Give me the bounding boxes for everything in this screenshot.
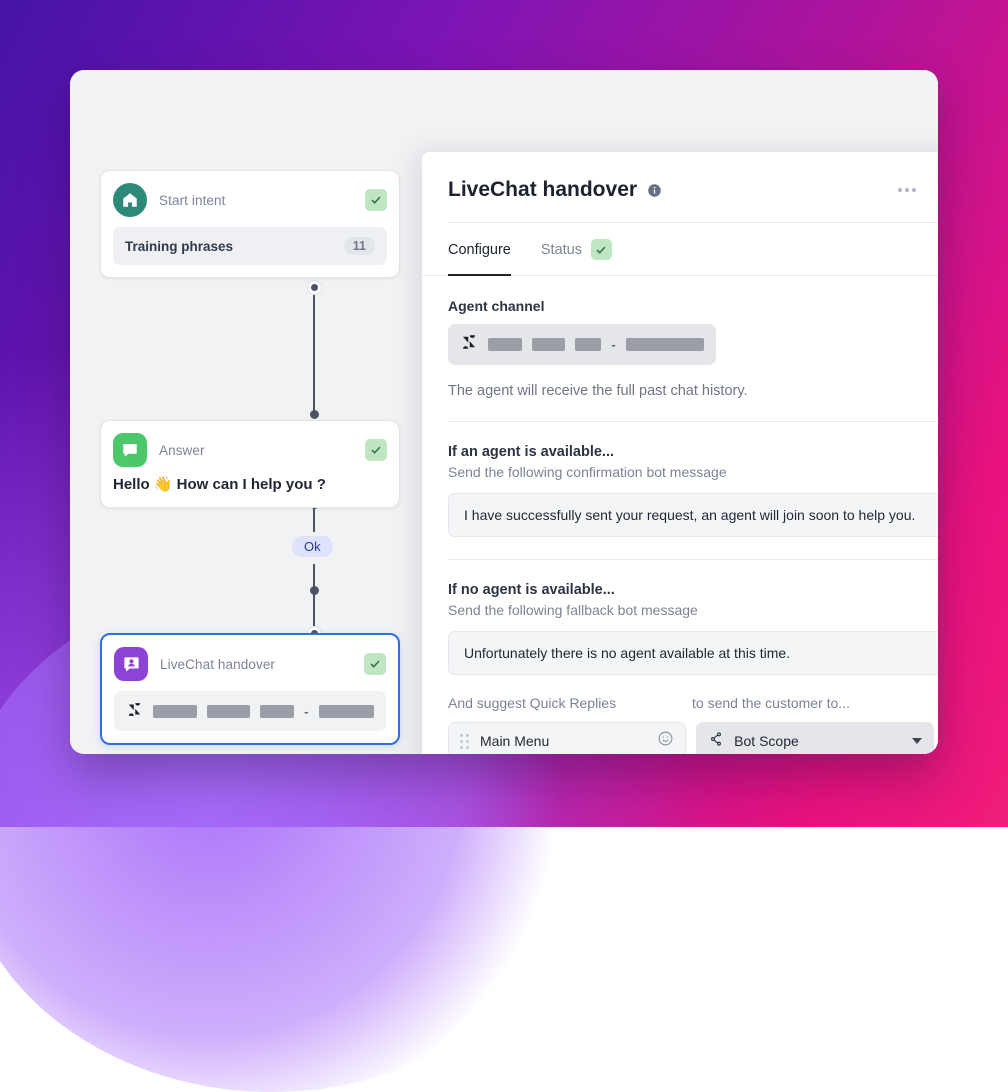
node-sub-label: Training phrases xyxy=(125,239,233,254)
no-agent-subtitle: Send the following fallback bot message xyxy=(448,602,938,618)
home-icon xyxy=(113,183,147,217)
agent-channel-label: Agent channel xyxy=(448,298,938,314)
edge-label-ok[interactable]: Ok xyxy=(292,536,333,557)
tab-configure[interactable]: Configure xyxy=(448,223,511,276)
tab-status-label: Status xyxy=(541,242,582,258)
fallback-message-input[interactable]: Unfortunately there is no agent availabl… xyxy=(448,631,938,675)
connector-dot-top-1 xyxy=(307,280,322,295)
redacted-bar xyxy=(532,338,565,351)
no-agent-title: If no agent is available... xyxy=(448,582,938,598)
status-badge xyxy=(364,653,386,675)
panel-body: Agent channel - The agent will receive t… xyxy=(422,276,938,754)
quick-reply-label-value: Main Menu xyxy=(480,733,646,749)
section-divider xyxy=(448,559,938,560)
redacted-bar xyxy=(626,338,704,351)
training-phrase-count: 11 xyxy=(344,237,375,255)
panel-tabs: Configure Status xyxy=(422,223,938,276)
more-options-icon[interactable] xyxy=(894,184,920,196)
configuration-panel: LiveChat handover Configure Status xyxy=(422,152,938,754)
node-header: Answer xyxy=(101,421,399,475)
quick-reply-target-value: Bot Scope xyxy=(734,733,902,749)
tab-status[interactable]: Status xyxy=(541,223,612,276)
panel-header: LiveChat handover xyxy=(422,152,938,202)
agent-available-subtitle: Send the following confirmation bot mess… xyxy=(448,464,938,480)
quick-replies-right-header: to send the customer to... xyxy=(692,695,850,711)
redacted-bar xyxy=(575,338,601,351)
emoji-picker-icon[interactable] xyxy=(657,730,674,752)
page-title: LiveChat handover xyxy=(448,178,637,202)
confirmation-message-input[interactable]: I have successfully sent your request, a… xyxy=(448,493,938,537)
redacted-bar xyxy=(207,705,250,718)
status-badge xyxy=(365,189,387,211)
quick-reply-label-input[interactable]: Main Menu xyxy=(448,722,686,754)
chevron-down-icon[interactable] xyxy=(912,738,922,744)
zendesk-icon xyxy=(126,701,143,721)
agent-channel-helper-text: The agent will receive the full past cha… xyxy=(448,383,938,399)
quick-reply-row: Main Menu Bot Scope xyxy=(448,722,938,754)
node-type-label: Start intent xyxy=(159,193,353,208)
node-training-phrases-row[interactable]: Training phrases 11 xyxy=(113,227,387,265)
channel-separator: - xyxy=(611,337,615,352)
drag-handle-icon[interactable] xyxy=(460,734,469,749)
redacted-bar xyxy=(319,705,375,718)
zendesk-icon xyxy=(460,333,478,356)
tab-status-badge xyxy=(591,239,612,260)
node-message-text: Hello 👋 How can I help you ? xyxy=(101,475,399,507)
bot-scope-icon xyxy=(708,731,724,752)
section-divider xyxy=(448,421,938,422)
agent-handover-icon xyxy=(114,647,148,681)
node-channel-row[interactable]: - xyxy=(114,691,386,731)
tab-configure-label: Configure xyxy=(448,242,511,258)
agent-available-title: If an agent is available... xyxy=(448,444,938,460)
node-header: Start intent xyxy=(101,171,399,225)
connector-line-3 xyxy=(313,594,315,630)
node-type-label: Answer xyxy=(159,443,353,458)
panel-header-actions xyxy=(894,179,938,201)
redacted-bar xyxy=(488,338,522,351)
chat-bubble-icon xyxy=(113,433,147,467)
channel-separator: - xyxy=(304,704,308,719)
node-type-label: LiveChat handover xyxy=(160,657,352,672)
quick-replies-headers: And suggest Quick Replies to send the cu… xyxy=(448,695,938,711)
flow-node-start-intent[interactable]: Start intent Training phrases 11 xyxy=(100,170,400,278)
info-icon[interactable] xyxy=(647,183,662,198)
quick-replies-left-header: And suggest Quick Replies xyxy=(448,695,692,711)
flow-node-livechat-handover[interactable]: LiveChat handover - xyxy=(100,633,400,745)
connector-dot-bottom-1 xyxy=(310,410,319,419)
status-badge xyxy=(365,439,387,461)
redacted-bar xyxy=(153,705,197,718)
agent-channel-select[interactable]: - xyxy=(448,324,716,365)
node-header: LiveChat handover xyxy=(102,635,398,689)
flow-node-answer[interactable]: Answer Hello 👋 How can I help you ? xyxy=(100,420,400,508)
quick-reply-target-select[interactable]: Bot Scope xyxy=(696,722,934,754)
redacted-bar xyxy=(260,705,294,718)
app-window: Ok Start intent Training phrases 11 xyxy=(70,70,938,754)
connector-line-1 xyxy=(313,287,315,415)
